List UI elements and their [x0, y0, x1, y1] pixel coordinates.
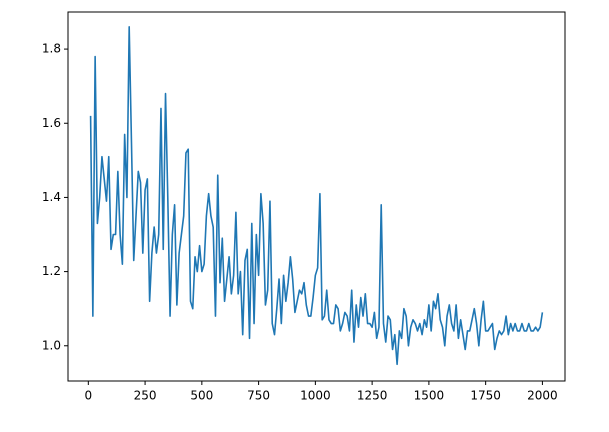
x-tick-label: 1250: [357, 389, 388, 403]
x-tick-label: 500: [190, 389, 213, 403]
x-tick-label: 2000: [527, 389, 558, 403]
x-tick-label: 250: [134, 389, 157, 403]
line-series: [89, 26, 544, 366]
x-tick-label: 750: [247, 389, 270, 403]
x-tick-label: 0: [85, 389, 93, 403]
y-tick-label: 1.6: [42, 116, 61, 130]
x-tick-label: 1500: [414, 389, 445, 403]
y-tick-label: 1.0: [42, 338, 61, 352]
y-tick-label: 1.2: [42, 264, 61, 278]
y-tick-label: 1.4: [42, 190, 61, 204]
x-tick-label: 1000: [300, 389, 331, 403]
axes-frame: [67, 11, 566, 382]
y-tick-label: 1.8: [42, 42, 61, 56]
x-tick-label: 1750: [470, 389, 501, 403]
